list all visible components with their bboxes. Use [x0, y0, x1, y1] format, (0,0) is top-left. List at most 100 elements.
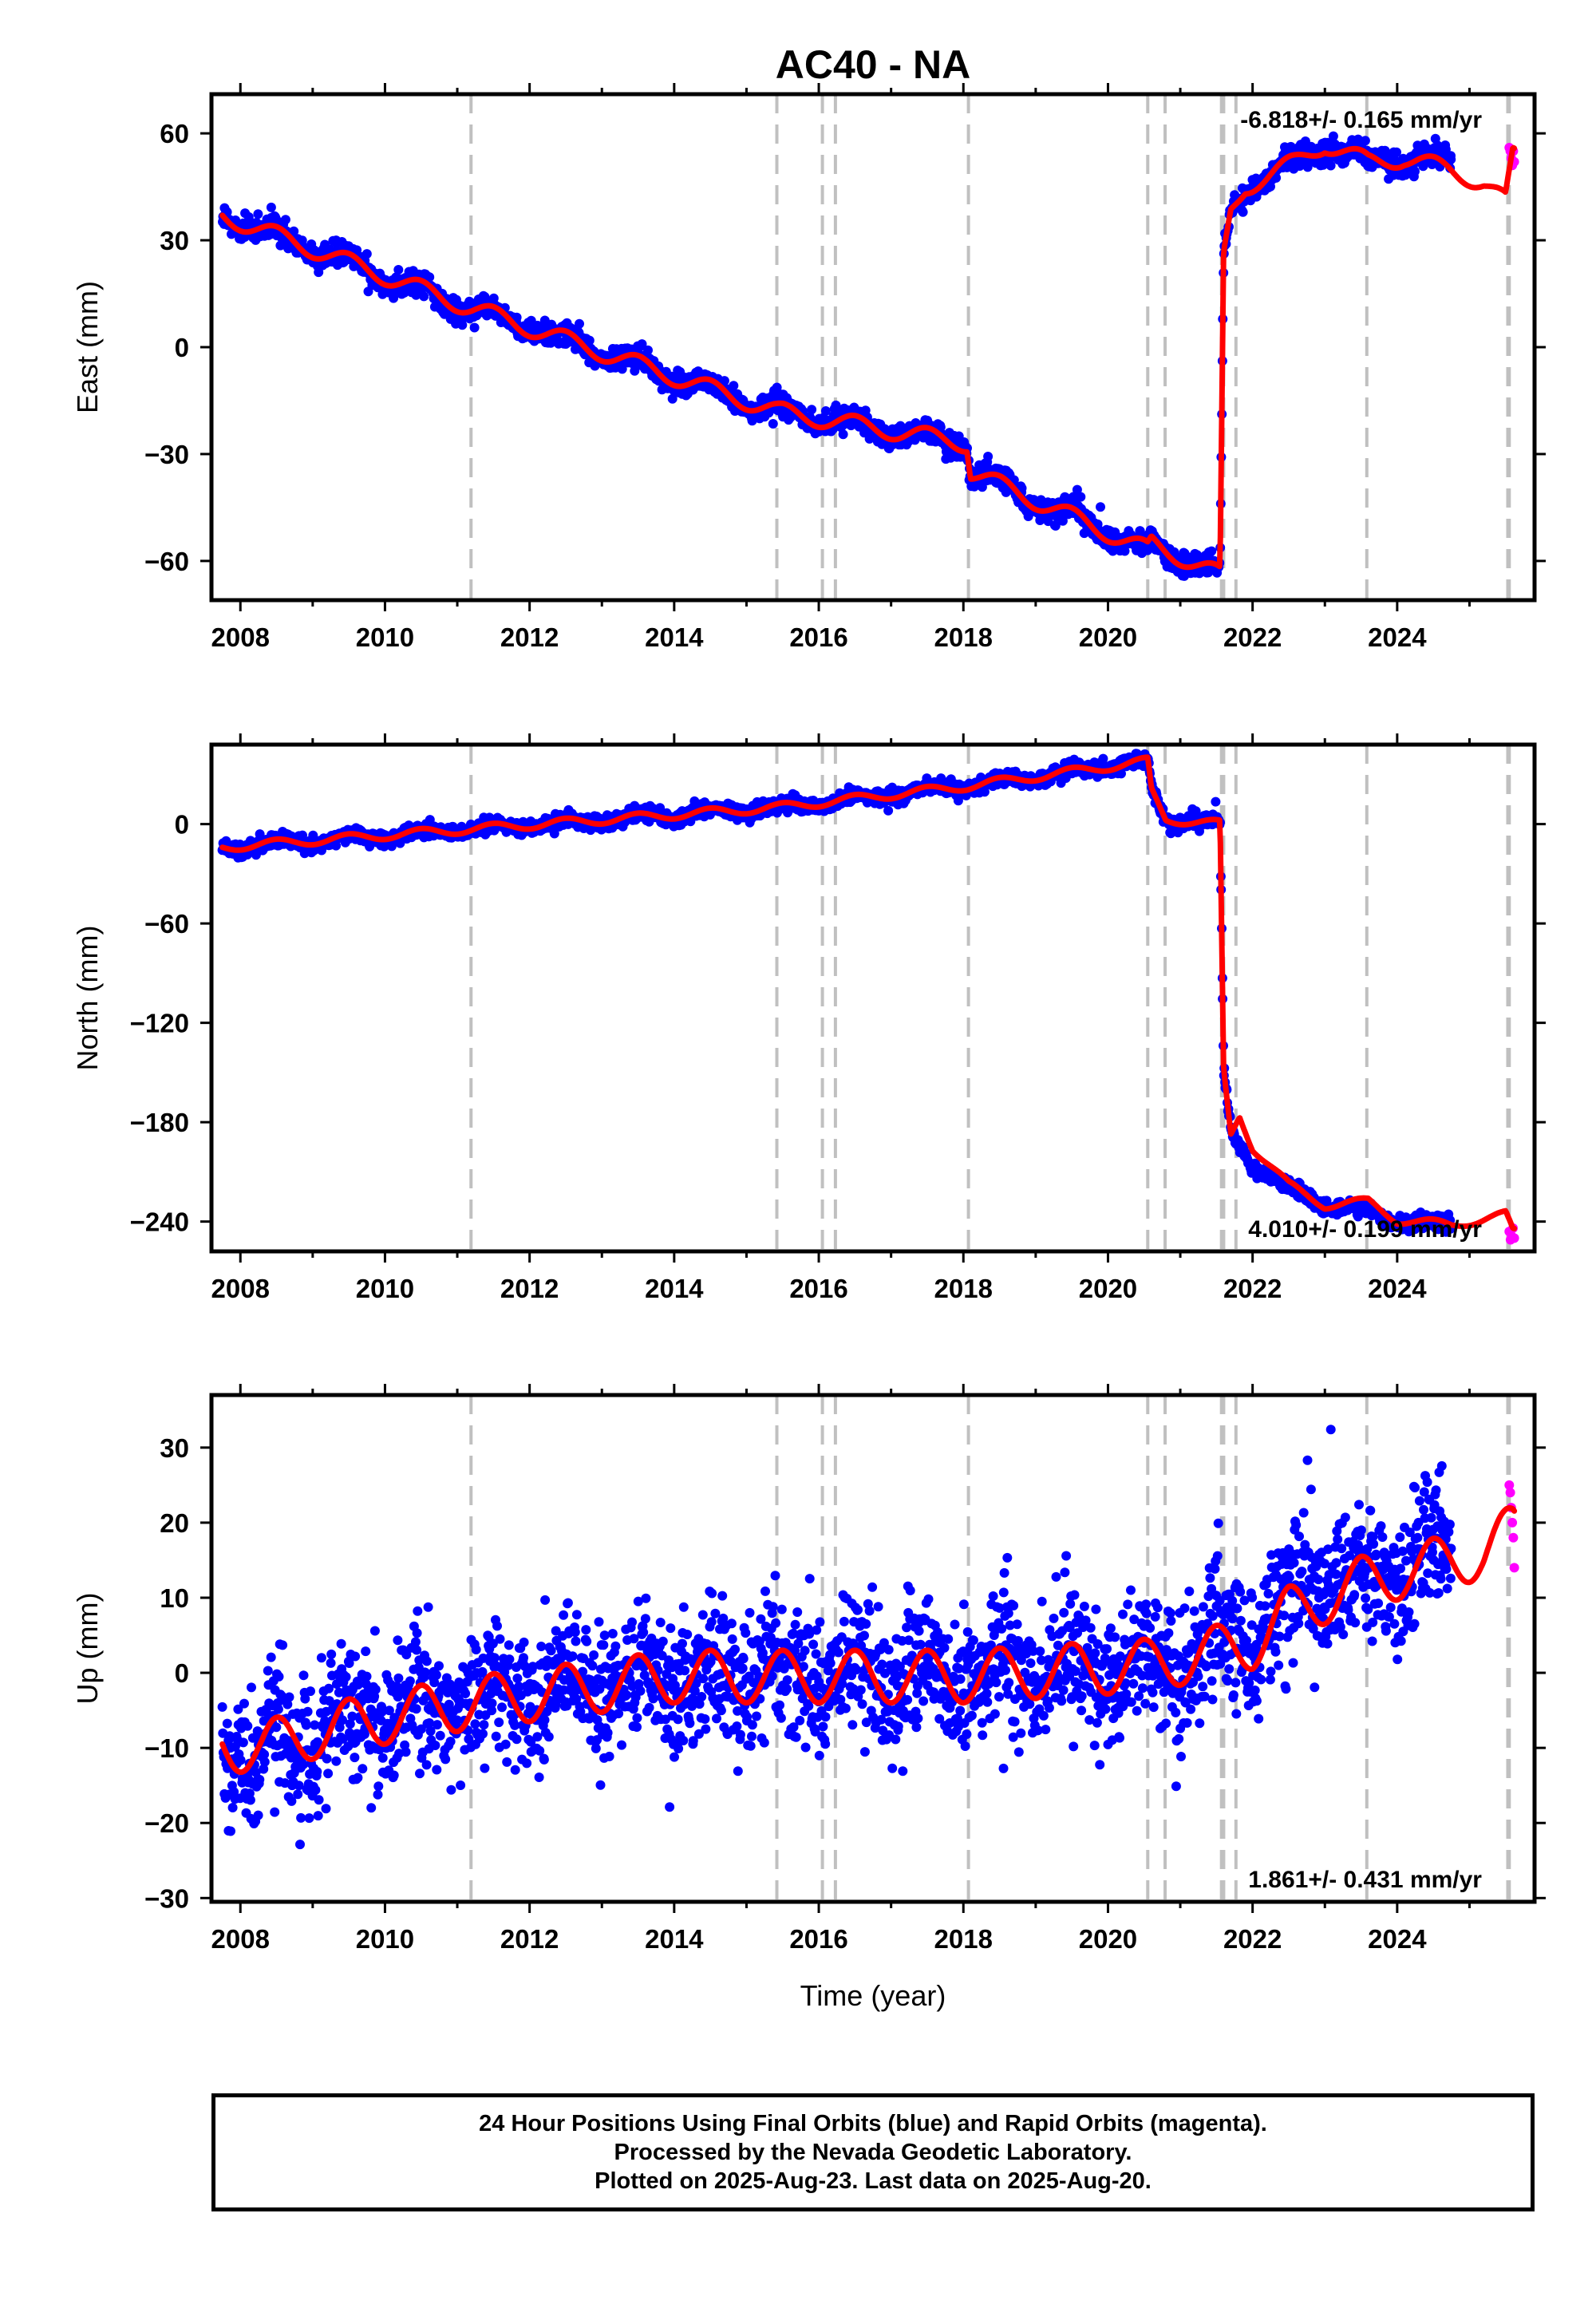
- data-point: [549, 828, 559, 839]
- model-line: [219, 144, 1518, 571]
- rate-label: 4.010+/- 0.199 mm/yr: [1248, 1216, 1482, 1243]
- data-point: [238, 1737, 248, 1748]
- rate-label: -6.818+/- 0.165 mm/yr: [1240, 107, 1482, 133]
- data-point: [1392, 147, 1401, 157]
- data-point: [1050, 520, 1061, 531]
- x-tick-label: 2022: [1223, 1274, 1282, 1303]
- x-tick-label: 2016: [789, 622, 847, 652]
- data-point: [235, 1755, 246, 1765]
- data-point: [361, 249, 372, 259]
- data-point: [222, 1718, 232, 1729]
- x-tick-label: 2022: [1223, 622, 1282, 652]
- data-point: [253, 209, 263, 219]
- plot-frame: [209, 742, 1537, 1254]
- y-axis-label: North (mm): [71, 926, 104, 1071]
- y-tick-label: 60: [160, 119, 189, 148]
- data-point: [1096, 502, 1105, 512]
- x-tick-label: 2018: [934, 1274, 993, 1303]
- data-area: [218, 131, 1519, 581]
- data-point: [584, 335, 595, 346]
- x-tick-label: 2018: [934, 622, 993, 652]
- data-area: [217, 1425, 1519, 1850]
- data-point: [1271, 172, 1282, 183]
- data-point: [1238, 207, 1248, 217]
- data-point: [807, 405, 817, 415]
- data-point: [1116, 769, 1126, 779]
- x-tick-label: 2012: [500, 1274, 559, 1303]
- data-point: [772, 382, 782, 393]
- data-point: [1360, 136, 1370, 146]
- data-point: [1446, 154, 1456, 164]
- data-point: [289, 226, 299, 236]
- data-point: [393, 265, 404, 275]
- data-point: [768, 419, 778, 429]
- data-point: [419, 291, 429, 302]
- x-tick-label: 2024: [1368, 1274, 1427, 1303]
- data-point: [1325, 160, 1336, 171]
- data-point: [217, 1701, 227, 1712]
- x-tick-label: 2008: [211, 622, 270, 652]
- data-point: [280, 215, 290, 225]
- data-point: [667, 393, 678, 404]
- data-point: [1211, 796, 1221, 807]
- x-tick-label: 2010: [356, 1274, 414, 1303]
- data-point: [227, 1803, 238, 1812]
- data-point: [575, 318, 584, 329]
- panel-up: 2008 2010 2012 2014 2016 2018 2020 2022 2024−30−…: [71, 1384, 1546, 1954]
- x-tick-label: 2016: [789, 1274, 847, 1303]
- data-point: [719, 376, 729, 386]
- y-tick-label: −120: [130, 1009, 189, 1038]
- data-point: [266, 202, 276, 212]
- data-point: [922, 773, 932, 784]
- data-point: [331, 840, 342, 851]
- plot-frame: [209, 92, 1537, 603]
- y-axis: −60 −30 0 30 60: [144, 119, 1546, 576]
- data-point: [1098, 753, 1108, 764]
- y-tick-label: −60: [144, 909, 189, 939]
- data-point: [1328, 131, 1338, 141]
- data-point: [838, 429, 848, 440]
- data-point: [226, 1826, 235, 1836]
- y-tick-label: −240: [130, 1207, 189, 1237]
- chart-title: AC40 - NA: [776, 42, 970, 87]
- data-point: [1410, 166, 1420, 176]
- model-line: [219, 754, 1518, 1231]
- x-tick-label: 2012: [500, 622, 559, 652]
- data-point: [936, 773, 946, 784]
- x-tick-label: 2024: [1368, 622, 1427, 652]
- data-point: [512, 312, 522, 322]
- x-tick-label: 2010: [356, 622, 414, 652]
- data-point: [983, 452, 994, 461]
- data-point: [1072, 484, 1082, 495]
- y-tick-label: −60: [144, 547, 189, 576]
- x-tick-label: 2014: [645, 1274, 704, 1303]
- data-point: [820, 406, 831, 416]
- data-area: [217, 749, 1519, 1245]
- data-point: [425, 272, 435, 283]
- x-tick-label: 2014: [645, 622, 704, 652]
- x-tick-label: 2020: [1079, 1274, 1137, 1303]
- y-tick-label: −30: [144, 440, 189, 469]
- panel-north: 2008 2010 2012 2014 2016 2018 2020 2022 2024 −240…: [71, 733, 1546, 1303]
- x-tick-label: 2008: [211, 1274, 270, 1303]
- x-tick-label: 2020: [1079, 622, 1137, 652]
- data-point: [457, 320, 468, 330]
- y-axis-label: East (mm): [71, 281, 104, 413]
- data-point: [643, 345, 653, 355]
- y-tick-label: 0: [175, 810, 189, 840]
- data-point: [883, 805, 894, 816]
- data-point: [729, 381, 739, 391]
- rapid-point: [1509, 1233, 1519, 1243]
- data-point: [1076, 492, 1086, 502]
- y-tick-label: 30: [160, 226, 189, 255]
- data-point: [637, 339, 647, 350]
- data-point: [389, 293, 399, 303]
- y-tick-label: −180: [130, 1108, 189, 1137]
- y-tick-label: 0: [175, 333, 189, 362]
- panel-east: 2008 2010 2012 2014 2016 2018 2020 2022 2024−60−…: [71, 83, 1546, 652]
- data-point: [1207, 546, 1217, 556]
- data-point: [1120, 546, 1130, 556]
- x-axis: 2008 2010 2012 2014 2016 2018 2020 2022 2024: [211, 83, 1471, 652]
- y-axis: −240 −180 −120 −60 0: [130, 810, 1546, 1237]
